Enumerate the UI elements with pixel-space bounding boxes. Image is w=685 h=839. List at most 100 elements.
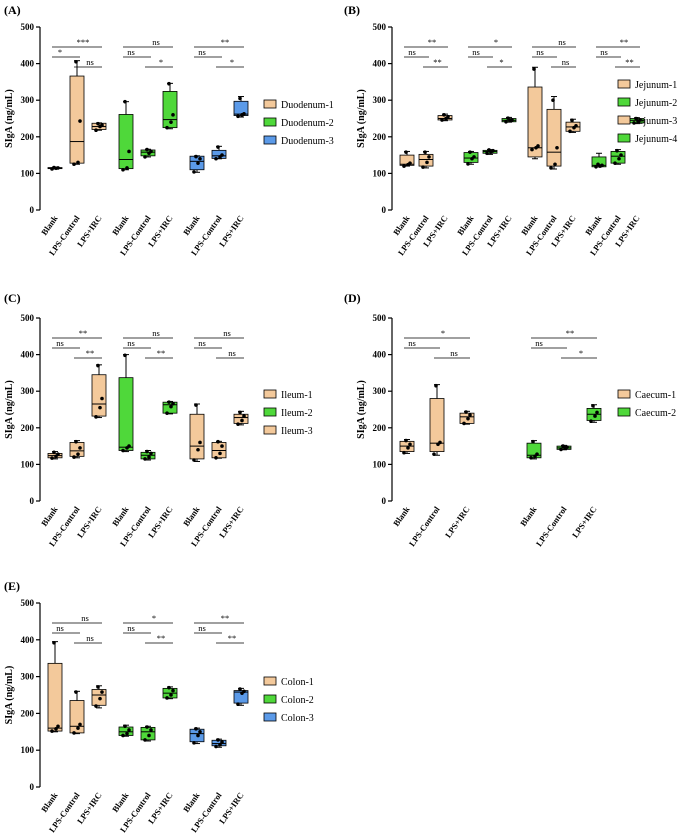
data-point [506,116,510,120]
y-tick-label: 200 [373,132,387,142]
data-point [96,685,100,689]
box-body [233,413,249,424]
data-point [167,685,171,690]
legend-label: Duodenum-1 [281,100,334,111]
box-caecum-1-2: LPS+IRC [443,410,475,540]
data-point [551,98,555,102]
legend-label: Colon-1 [281,677,314,688]
data-point [214,156,218,161]
data-point [192,741,196,745]
y-tick-label: 400 [21,635,35,645]
data-point [76,452,80,456]
data-point [192,170,196,174]
significance-label: * [230,57,234,67]
data-point [446,114,450,119]
data-point [423,150,427,154]
data-point [464,410,468,414]
significance-label: ** [228,633,237,643]
significance-label: ** [157,348,166,358]
data-point [56,166,60,170]
box-body [189,413,205,460]
legend-label: Ileum-1 [281,390,313,401]
legend-swatch [617,133,631,143]
data-point [214,744,218,749]
data-point [127,728,131,732]
box-jejunum-2-2: LPS+IRC [485,116,517,249]
box-colon-3-0: Blank [181,727,205,814]
panel-label: (D) [344,291,361,305]
data-point [404,150,408,154]
data-point [121,448,125,453]
x-tick-label: LPS-Control [407,504,442,548]
data-point [615,148,619,153]
legend-swatch [263,407,277,417]
data-point [402,164,406,168]
significance-label: ns [536,47,544,57]
y-tick-label: 300 [373,386,387,396]
data-point [220,444,224,448]
data-point [236,114,240,119]
data-point [52,640,56,645]
data-point [559,447,563,452]
significance-label: ns [198,623,206,633]
legend-swatch [263,135,277,145]
significance-label: ns [127,338,135,348]
data-point [593,414,597,418]
x-tick-label: Blank [110,213,131,237]
data-point [52,165,56,170]
legend-label: Duodenum-2 [281,118,334,129]
legend-swatch [617,407,631,417]
legend-swatch [617,97,631,107]
legend-swatch [263,99,277,109]
legend-label: Caecum-2 [635,408,676,419]
box-caecum-1-0: Blank [391,438,415,528]
x-tick-label: Blank [181,790,202,814]
data-point [532,67,536,71]
data-point [143,457,147,461]
significance-label: ns [198,47,206,57]
box-body [69,75,85,164]
box-body [527,86,543,158]
data-point [535,452,539,456]
legend-label: Jejunum-3 [635,116,677,127]
y-tick-label: 300 [21,672,35,682]
box-ileum-1-0: Blank [39,450,63,528]
x-tick-label: Blank [391,504,412,528]
x-tick-label: LPS-Control [534,504,569,548]
data-point [595,410,599,415]
box-ileum-2-0: Blank [110,353,134,528]
data-point [594,165,598,169]
significance-label: ** [620,37,629,47]
data-point [147,455,151,459]
data-point [632,121,636,125]
data-point [485,151,489,156]
data-point [165,411,169,415]
data-point [613,161,617,165]
data-point [619,153,623,157]
significance-label: ns [472,47,480,57]
data-point [472,155,476,159]
y-tick-label: 300 [21,386,35,396]
data-point [145,725,149,729]
significance-label: ns [152,328,160,338]
legend-swatch [263,425,277,435]
y-tick-label: 500 [21,313,35,323]
legend-swatch [263,676,277,686]
data-point [165,125,169,130]
data-point [638,118,642,122]
legend-label: Ileum-2 [281,408,313,419]
significance-label: ns [408,47,416,57]
data-point [442,113,446,117]
data-point [432,452,436,456]
significance-label: ns [86,633,94,643]
panel-d: (D)SIgA (ng/mL)0100200300400500BlankLPS-… [344,291,676,548]
data-point [427,155,431,159]
data-point [72,162,76,167]
x-tick-label: LPS+IRC [443,504,472,539]
data-point [94,704,98,708]
significance-label: ** [221,613,230,623]
legend-swatch [263,389,277,399]
data-point [591,404,595,408]
data-point [145,449,149,454]
data-point [56,724,60,729]
